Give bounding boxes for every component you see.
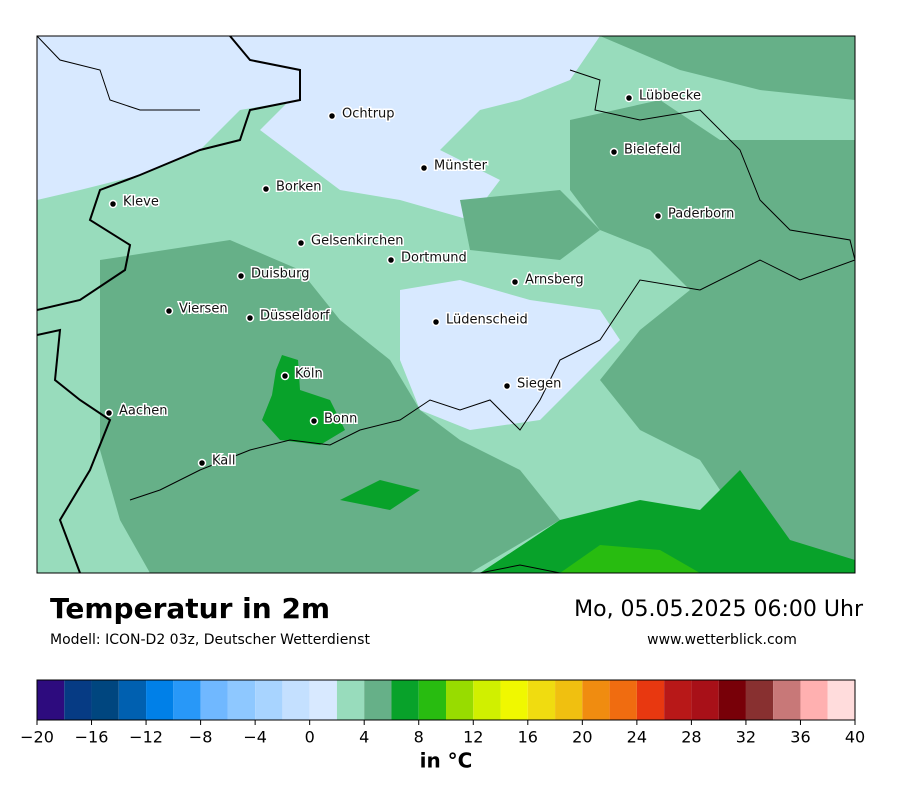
colorbar-tick-label: 28	[681, 728, 701, 747]
colorbar-swatch	[173, 680, 201, 720]
city-dot	[296, 238, 306, 248]
colorbar-swatch	[555, 680, 583, 720]
colorbar-tick-label: 20	[572, 728, 592, 747]
colorbar-swatch	[718, 680, 746, 720]
city-label: Viersen	[179, 302, 228, 317]
colorbar-tick-label: 16	[518, 728, 538, 747]
title: Temperatur in 2m	[50, 592, 330, 625]
colorbar-frame	[36, 679, 856, 721]
colorbar-swatch	[309, 680, 337, 720]
colorbar-swatch	[500, 680, 528, 720]
city-dot	[419, 163, 429, 173]
colorbar-label: in °C	[420, 749, 473, 773]
city-label: Bonn	[324, 412, 357, 427]
subtitle: Modell: ICON-D2 03z, Deutscher Wetterdie…	[50, 632, 370, 648]
colorbar-tick-label: 0	[305, 728, 315, 747]
city-dot	[510, 277, 520, 287]
city-label: Kleve	[123, 195, 159, 210]
city-dot	[108, 199, 118, 209]
city-dot	[386, 255, 396, 265]
colorbar-swatch	[118, 680, 147, 720]
city-label: Kall	[212, 454, 236, 469]
city-label: Lübbecke	[639, 89, 701, 104]
colorbar-swatch	[691, 680, 719, 720]
colorbar-tick-label: 8	[414, 728, 424, 747]
colorbar-swatch	[664, 680, 692, 720]
colorbar-swatch	[227, 680, 256, 720]
colorbar-swatch	[418, 680, 446, 720]
city-label: Gelsenkirchen	[311, 234, 404, 249]
city-label: Aachen	[119, 404, 167, 419]
colorbar-swatch	[336, 680, 365, 720]
city-label: Bielefeld	[624, 143, 681, 158]
city-dot	[164, 306, 174, 316]
city-label: Dortmund	[401, 251, 467, 266]
city-dot	[236, 271, 246, 281]
city-dot	[280, 371, 290, 381]
colorbar-tick-label: −12	[129, 728, 163, 747]
city-label: Ochtrup	[342, 107, 395, 122]
colorbar-tick-label: 4	[359, 728, 369, 747]
city-dot	[309, 416, 319, 426]
colorbar-tick-label: −8	[189, 728, 213, 747]
colorbar-swatch	[582, 680, 610, 720]
city-label: Paderborn	[668, 207, 734, 222]
colorbar-swatch	[827, 680, 855, 720]
city-dot	[261, 184, 271, 194]
city-label: Arnsberg	[525, 273, 584, 288]
map	[37, 36, 855, 573]
colorbar-swatch	[200, 680, 228, 720]
city-dot	[197, 458, 207, 468]
colorbar-swatch	[473, 680, 501, 720]
city-dot	[245, 313, 255, 323]
colorbar-swatch	[91, 680, 119, 720]
colorbar-tick-label: 12	[463, 728, 483, 747]
city-dot	[624, 93, 634, 103]
colorbar-tick-label: 40	[845, 728, 865, 747]
city-label: Düsseldorf	[260, 309, 330, 324]
colorbar-swatch	[773, 680, 801, 720]
map-frame	[36, 35, 856, 574]
website: www.wetterblick.com	[647, 632, 797, 648]
colorbar-tick-label: −4	[243, 728, 267, 747]
city-dot	[104, 408, 114, 418]
city-label: Lüdenscheid	[446, 313, 528, 328]
colorbar-swatch	[37, 680, 65, 720]
colorbar-swatch	[282, 680, 310, 720]
colorbar-tick-label: 24	[627, 728, 647, 747]
city-dot	[327, 111, 337, 121]
colorbar-tick-label: −16	[75, 728, 109, 747]
datetime: Mo, 05.05.2025 06:00 Uhr	[574, 597, 864, 622]
colorbar-swatch	[745, 680, 774, 720]
colorbar-swatch	[255, 680, 283, 720]
city-label: Münster	[434, 159, 488, 174]
city-dot	[431, 317, 441, 327]
colorbar-swatch	[527, 680, 556, 720]
colorbar-swatch	[364, 680, 392, 720]
city-dot	[609, 147, 619, 157]
colorbar-swatch	[609, 680, 637, 720]
colorbar-tick-label: 32	[736, 728, 756, 747]
city-dot	[502, 381, 512, 391]
colorbar-swatch	[446, 680, 474, 720]
colorbar-tick-label: 36	[790, 728, 810, 747]
colorbar-swatch	[391, 680, 419, 720]
colorbar-tick-label: −20	[20, 728, 54, 747]
city-dot	[653, 211, 663, 221]
city-label: Borken	[276, 180, 322, 195]
colorbar-swatch	[64, 680, 92, 720]
city-label: Duisburg	[251, 267, 310, 282]
colorbar-swatch	[800, 680, 828, 720]
city-label: Siegen	[517, 377, 561, 392]
city-label: Köln	[295, 367, 323, 382]
colorbar-swatch	[636, 680, 665, 720]
colorbar-swatch	[146, 680, 174, 720]
